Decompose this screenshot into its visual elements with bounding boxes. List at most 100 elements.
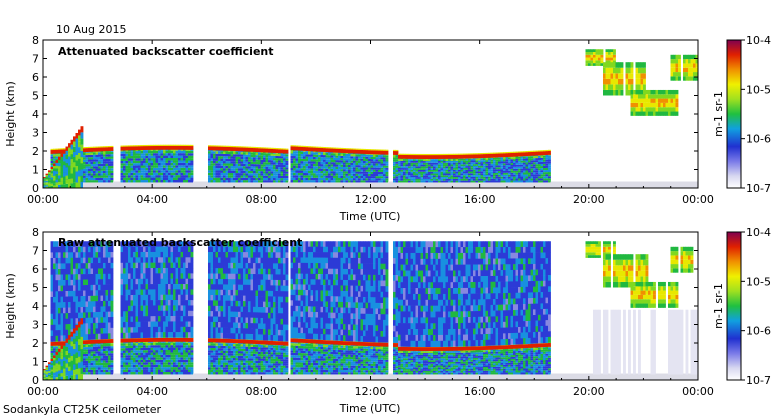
cloud-cell: [650, 89, 654, 95]
y-axis-label: Height (km): [4, 81, 17, 147]
backscatter-cell: [353, 167, 356, 170]
cloud-cell: [643, 102, 646, 108]
cloud-cell: [638, 62, 641, 68]
noise-cell: [63, 274, 66, 281]
backscatter-cell: [150, 180, 154, 183]
backscatter-cell: [400, 160, 404, 163]
noise-cell: [93, 257, 96, 264]
backscatter-cell: [70, 351, 74, 356]
backscatter-cell: [263, 166, 266, 169]
backscatter-cell: [323, 161, 326, 165]
backscatter-cell: [543, 176, 546, 179]
boundary-layer-edge-cell: [135, 145, 139, 147]
time-column: [408, 153, 411, 188]
noise-cell: [55, 324, 59, 331]
backscatter-cell: [148, 167, 151, 171]
backscatter-cell: [480, 158, 484, 161]
cloud-cell: [610, 57, 614, 61]
time-column: [455, 153, 459, 188]
backscatter-cell: [515, 162, 519, 165]
backscatter-cell: [410, 159, 414, 161]
backscatter-cell: [535, 170, 539, 173]
backscatter-cell: [543, 159, 546, 162]
backscatter-cell: [65, 158, 69, 164]
ground-noise-cell: [195, 181, 199, 188]
noise-cell: [55, 274, 59, 281]
backscatter-cell: [295, 172, 299, 176]
backscatter-cell: [178, 172, 181, 176]
backscatter-cell: [45, 368, 49, 370]
noise-cell: [58, 280, 61, 286]
ground-noise-cell: [615, 181, 619, 188]
time-column: [435, 153, 439, 188]
boundary-layer-top-cell: [85, 339, 89, 344]
boundary-layer-top-cell: [475, 154, 479, 159]
boundary-layer-edge-cell: [270, 147, 274, 149]
ground-noise-cell: [628, 181, 631, 188]
backscatter-cell: [43, 369, 46, 371]
backscatter-cell: [440, 166, 444, 169]
backscatter-cell: [258, 168, 261, 172]
cloud-cell: [648, 111, 651, 116]
backscatter-cell: [85, 166, 89, 169]
backscatter-cell: [503, 167, 506, 170]
noise-cell: [70, 268, 74, 275]
backscatter-cell: [325, 168, 329, 172]
backscatter-cell: [140, 150, 144, 154]
backscatter-cell: [458, 178, 461, 181]
backscatter-cell: [343, 178, 346, 181]
backscatter-cell: [58, 370, 61, 374]
backscatter-cell: [473, 175, 476, 177]
backscatter-cell: [528, 172, 531, 175]
backscatter-cell: [210, 172, 214, 176]
backscatter-cell: [278, 173, 281, 176]
backscatter-cell: [45, 176, 49, 178]
time-column: [48, 170, 51, 188]
noise-cell: [55, 263, 59, 270]
backscatter-cell: [343, 169, 346, 172]
backscatter-cell: [310, 159, 314, 162]
backscatter-cell: [43, 376, 46, 378]
backscatter-cell: [308, 154, 311, 157]
backscatter-cell: [355, 169, 359, 172]
noise-cell: [65, 307, 69, 314]
backscatter-cell: [218, 180, 221, 183]
backscatter-cell: [375, 159, 379, 162]
noise-cell: [95, 295, 99, 302]
backscatter-cell: [503, 165, 506, 168]
backscatter-cell: [373, 159, 376, 162]
backscatter-cell: [70, 159, 74, 164]
time-column: [685, 54, 689, 188]
backscatter-cell: [463, 180, 466, 183]
cloud-cell: [648, 107, 651, 112]
time-column: [620, 62, 624, 188]
time-column: [655, 89, 659, 188]
noise-cell: [93, 317, 96, 324]
backscatter-cell: [408, 164, 411, 167]
backscatter-cell: [43, 180, 46, 182]
backscatter-cell: [258, 159, 261, 162]
backscatter-cell: [285, 180, 289, 183]
noise-cell: [65, 246, 69, 253]
backscatter-cell: [318, 177, 321, 181]
backscatter-cell: [358, 175, 361, 179]
backscatter-cell: [178, 165, 181, 168]
boundary-layer-top-cell: [305, 147, 309, 152]
backscatter-cell: [145, 163, 149, 166]
backscatter-cell: [415, 168, 419, 170]
boundary-layer-top-cell: [270, 148, 274, 153]
cloud-cell: [643, 73, 646, 79]
backscatter-cell: [258, 177, 261, 181]
noise-cell: [95, 268, 99, 275]
cloud-cell: [650, 98, 654, 103]
backscatter-cell: [123, 168, 126, 171]
backscatter-cell: [540, 159, 544, 162]
backscatter-cell: [275, 180, 279, 183]
backscatter-cell: [43, 373, 46, 375]
ground-noise-cell: [425, 181, 429, 188]
backscatter-cell: [500, 172, 504, 175]
backscatter-cell: [493, 176, 496, 179]
noise-cell: [78, 274, 81, 280]
backscatter-cell: [530, 164, 534, 167]
backscatter-cell: [243, 173, 246, 176]
